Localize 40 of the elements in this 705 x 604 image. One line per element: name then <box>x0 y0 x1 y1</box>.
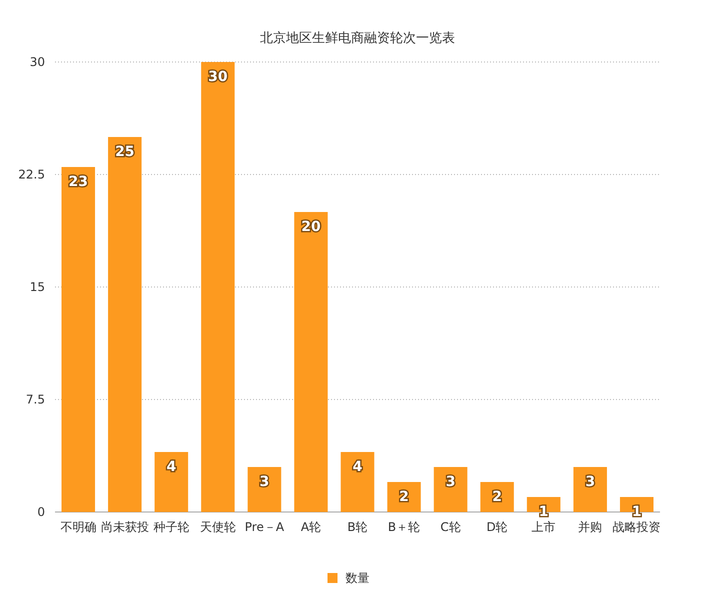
y-tick-label: 15 <box>30 280 45 294</box>
x-tick-label: 并购 <box>578 520 602 534</box>
x-tick-label: 战略投资 <box>612 520 661 534</box>
x-tick-label: B＋轮 <box>388 520 420 534</box>
data-label: 20 <box>301 219 321 235</box>
x-tick-label: 上市 <box>532 520 556 534</box>
data-label: 4 <box>352 459 363 475</box>
bar <box>294 212 328 512</box>
y-tick-label: 0 <box>37 505 45 519</box>
bar <box>248 467 282 512</box>
x-tick-label: D轮 <box>486 520 508 534</box>
x-tick-label: C轮 <box>440 520 461 534</box>
chart-title: 北京地区生鲜电商融资轮次一览表 <box>260 31 455 46</box>
x-tick-label: 种子轮 <box>153 520 190 534</box>
bar <box>340 452 374 512</box>
bar <box>154 452 188 512</box>
x-tick-label: 不明确 <box>60 520 96 534</box>
data-label: 30 <box>208 69 228 85</box>
bar <box>108 137 142 512</box>
data-label: 2 <box>399 489 409 505</box>
bar <box>434 467 468 512</box>
data-label: 4 <box>166 459 176 475</box>
data-label: 3 <box>260 474 270 490</box>
data-label: 3 <box>446 474 456 490</box>
y-tick-label: 7.5 <box>26 392 45 406</box>
y-tick-label: 30 <box>30 55 45 69</box>
x-tick-label: Pre－A <box>244 520 285 534</box>
bar <box>62 167 96 512</box>
bar <box>201 62 235 512</box>
x-tick-label: B轮 <box>347 520 368 534</box>
bar <box>573 467 607 512</box>
data-label: 3 <box>585 474 596 490</box>
x-tick-label: 天使轮 <box>200 520 236 534</box>
data-label: 23 <box>68 174 88 190</box>
data-label: 2 <box>492 489 502 505</box>
x-tick-label: A轮 <box>300 520 322 534</box>
y-tick-label: 22.5 <box>18 168 45 182</box>
data-label: 25 <box>115 144 135 160</box>
x-tick-label: 尚未获投 <box>100 520 149 534</box>
legend-label: 数量 <box>346 571 370 585</box>
